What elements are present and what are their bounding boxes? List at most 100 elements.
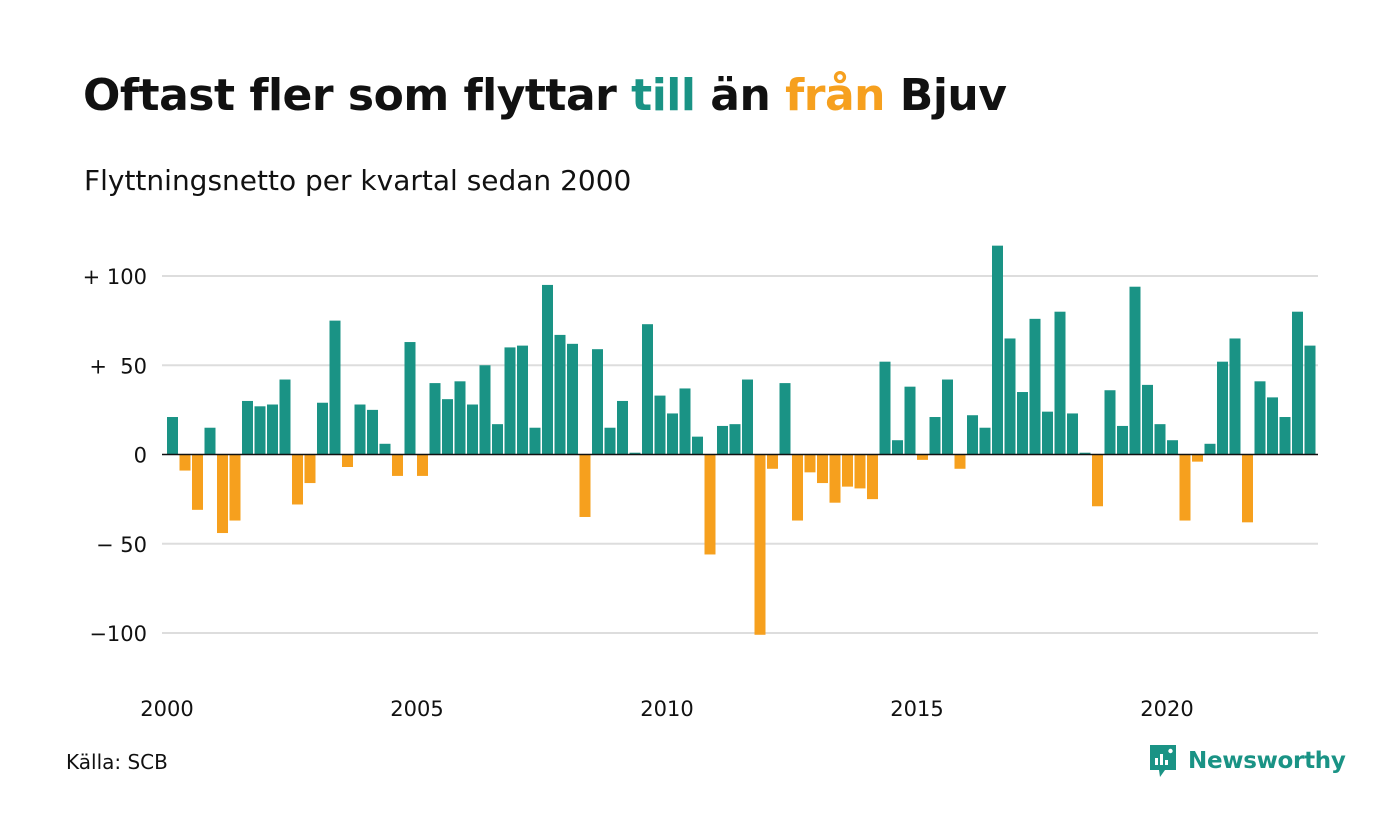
bar bbox=[592, 349, 603, 455]
bar bbox=[929, 417, 941, 455]
bar bbox=[692, 436, 703, 455]
source-note: Källa: SCB bbox=[66, 750, 168, 774]
bar bbox=[779, 383, 791, 455]
bar bbox=[1004, 338, 1016, 455]
bar bbox=[217, 454, 228, 534]
bar bbox=[204, 427, 216, 455]
bar bbox=[392, 454, 403, 476]
bar bbox=[942, 379, 953, 455]
title-text-1: Oftast fler som flyttar bbox=[83, 70, 632, 121]
bar bbox=[1029, 318, 1041, 455]
bar bbox=[1217, 361, 1228, 455]
bar bbox=[1242, 454, 1253, 523]
bar bbox=[554, 334, 566, 455]
bar bbox=[529, 427, 541, 455]
bar bbox=[542, 284, 553, 455]
bar bbox=[1017, 392, 1028, 455]
bar bbox=[404, 342, 416, 455]
bar bbox=[904, 386, 916, 455]
bar bbox=[229, 454, 241, 521]
bar bbox=[304, 454, 316, 484]
bar bbox=[617, 400, 628, 455]
bar bbox=[1154, 424, 1166, 455]
bar bbox=[1129, 286, 1141, 455]
bar bbox=[442, 399, 453, 455]
bar bbox=[579, 454, 591, 517]
bar bbox=[867, 454, 878, 500]
bar bbox=[1267, 397, 1278, 455]
bar bbox=[1092, 454, 1103, 507]
bar bbox=[667, 413, 678, 455]
y-tick-label: 0 bbox=[134, 444, 147, 468]
bar bbox=[354, 404, 366, 455]
bar bbox=[704, 454, 716, 555]
bar bbox=[167, 417, 178, 455]
bar bbox=[829, 454, 841, 503]
bar bbox=[892, 440, 903, 455]
title-text-3: Bjuv bbox=[884, 70, 1007, 121]
bar bbox=[1304, 345, 1316, 455]
bar bbox=[792, 454, 803, 521]
brand-name: Newsworthy bbox=[1188, 748, 1346, 774]
brand-logo: Newsworthy bbox=[1148, 743, 1346, 779]
title-highlight-in: till bbox=[631, 70, 696, 121]
bar bbox=[492, 424, 503, 455]
bar bbox=[842, 454, 853, 487]
bar bbox=[1229, 338, 1241, 455]
bar bbox=[1167, 440, 1178, 455]
bar bbox=[329, 320, 341, 455]
bar bbox=[292, 454, 303, 505]
bar bbox=[754, 454, 766, 635]
bar bbox=[679, 388, 691, 455]
bar bbox=[992, 245, 1003, 455]
bar bbox=[379, 443, 391, 455]
bar bbox=[817, 454, 828, 484]
bar bbox=[279, 379, 291, 455]
bar bbox=[1067, 413, 1078, 455]
bar bbox=[642, 324, 653, 455]
bar bbox=[467, 404, 478, 455]
x-tick-label: 2020 bbox=[1140, 697, 1193, 721]
bar bbox=[429, 383, 441, 455]
x-tick-label: 2015 bbox=[890, 697, 943, 721]
bar bbox=[192, 454, 203, 510]
bar bbox=[242, 400, 253, 455]
bar bbox=[1292, 311, 1303, 455]
bar bbox=[654, 395, 666, 455]
bar bbox=[317, 402, 328, 455]
x-tick-label: 2010 bbox=[640, 697, 693, 721]
y-tick-label: −100 bbox=[89, 622, 147, 646]
bar bbox=[717, 425, 728, 455]
x-tick-label: 2000 bbox=[140, 697, 193, 721]
bar bbox=[1192, 454, 1203, 462]
y-tick-label: − 50 bbox=[96, 533, 147, 557]
bar bbox=[854, 454, 866, 489]
title-text-2: än bbox=[695, 70, 786, 121]
y-tick-label: + 50 bbox=[89, 354, 147, 378]
bar bbox=[1204, 443, 1216, 455]
bar bbox=[629, 452, 641, 455]
bar bbox=[1042, 411, 1053, 455]
bar bbox=[517, 345, 528, 455]
title-highlight-out: från bbox=[785, 70, 885, 121]
bar bbox=[417, 454, 428, 476]
bar bbox=[879, 361, 891, 455]
bar bbox=[967, 415, 978, 455]
bar bbox=[1054, 311, 1066, 455]
bar bbox=[804, 454, 816, 473]
bar bbox=[742, 379, 753, 455]
bar bbox=[1104, 390, 1116, 455]
bar bbox=[979, 427, 991, 455]
bar bbox=[267, 404, 278, 455]
bar bbox=[1142, 384, 1153, 455]
bar bbox=[454, 381, 466, 455]
bar bbox=[1179, 454, 1191, 521]
bar bbox=[1254, 381, 1266, 455]
bar bbox=[479, 365, 491, 455]
y-tick-label: + 100 bbox=[83, 265, 147, 289]
bar bbox=[917, 454, 928, 460]
bar bbox=[367, 409, 378, 455]
chart-title: Oftast fler som flyttar till än från Bju… bbox=[83, 70, 1007, 121]
bar bbox=[954, 454, 966, 469]
bar bbox=[504, 347, 516, 455]
